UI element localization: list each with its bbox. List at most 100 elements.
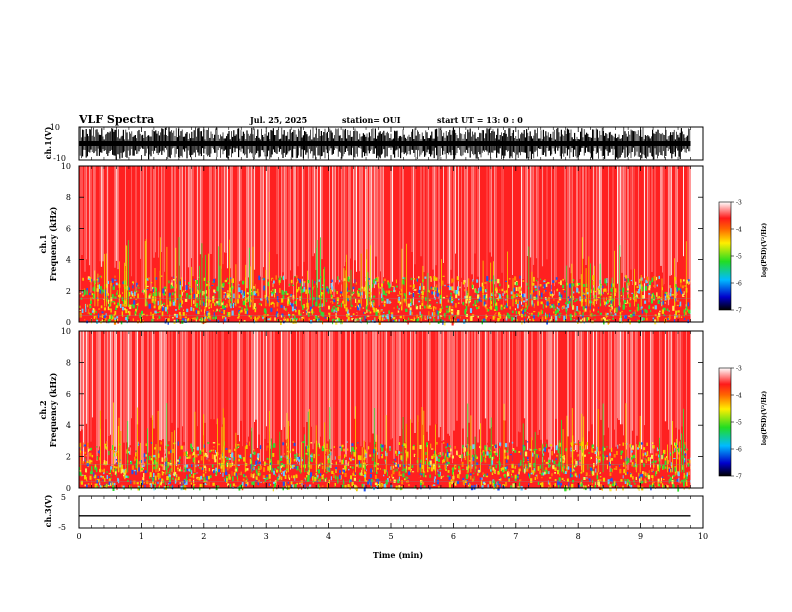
spectrogram-cell [505,315,508,319]
spectrogram-cell [299,469,301,472]
spectrogram-cell [580,319,583,324]
spectrogram-cell [593,308,595,312]
spectrogram-cell [133,300,136,305]
spectrogram-cell [431,286,433,289]
spectrogram-cell [85,303,87,309]
spectrogram-cell [169,295,171,298]
spectrogram-cell [369,311,372,314]
spectrogram-cell [288,314,290,316]
spectrogram-cell [684,318,686,320]
spectrogram-cell [305,480,307,483]
spectrogram-cell [633,311,635,316]
spectrogram-cell [535,448,538,451]
spectrogram-cell [110,301,113,303]
spectrogram-cell [153,459,156,465]
spectrogram-cell [610,280,612,283]
spectrogram-cell [518,286,520,292]
spectrogram-cell [161,464,164,467]
spectrogram-cell [575,313,577,316]
spectrogram-cell [79,446,82,449]
spectrogram-cell [585,305,588,310]
spectrogram-cell [535,288,538,291]
spectrogram-cell [398,307,400,310]
spectrogram-cell [677,299,679,302]
spectrogram-cell [98,308,101,310]
spectrogram-cell [619,318,621,322]
spectrogram-cell [425,317,428,319]
spectrogram-cell [120,303,122,308]
spectrogram-cell [177,476,180,481]
spectrogram-cell [170,284,172,290]
spectrogram-cell [282,442,285,446]
spectrogram-cell [318,303,321,307]
spectrogram-cell [364,290,366,295]
spectrogram-cell [320,276,322,278]
spectrogram-cell [487,463,490,465]
spectrogram-cell [365,305,368,310]
spectrogram-cell [410,293,412,295]
spectrogram-cell [350,475,352,481]
spectrogram-cell [471,281,473,285]
spectrogram-cell [277,460,280,465]
spectrogram-cell [377,276,379,282]
spectrogram-cell [561,466,564,471]
spectrogram-cell [518,308,521,313]
spectrogram-cell [301,289,304,293]
spectrogram-cell [263,308,267,313]
spectrogram-cell [637,303,639,307]
spectrogram-cell [489,455,492,459]
spectrogram-cell [652,482,654,487]
spectrogram-cell [465,474,468,479]
spectrogram-cell [521,298,524,302]
spectrogram-cell [533,311,536,313]
spectrogram-cell [548,299,550,303]
spectrogram-cell [374,317,376,321]
spectrogram-cell [416,319,418,322]
spectrogram-cell [199,289,201,293]
spectrogram-cell [219,462,221,466]
spectrogram-cell [639,278,641,284]
spectrogram-cell [83,288,85,290]
spectrogram-cell [284,481,286,484]
spectrogram-cell [80,480,83,485]
spectrogram-cell [102,476,104,479]
spectrogram-cell [573,291,575,294]
spectrogram-cell [294,301,297,305]
spectrogram-cell [642,453,644,457]
spectrogram-cell [198,476,201,481]
spectrogram-cell [344,304,346,309]
spectrogram-cell [383,483,387,488]
spectrogram-cell [252,305,254,310]
spectrogram-cell [248,315,251,318]
spectrogram-cell [95,311,97,313]
spectrogram-cell [529,313,531,315]
spectrogram-cell [592,471,595,476]
spectrogram-cell [385,485,387,489]
spectrogram-cell [465,313,468,317]
spectrogram-cell [475,294,477,297]
spectrogram-cell [421,296,424,300]
spectrogram-cell [351,318,354,321]
spectrogram-cell [479,313,482,316]
spectrogram-cell [457,302,460,304]
spectrogram-cell [322,284,324,286]
spectrogram-cell [276,292,278,296]
spectrogram-cell [644,308,646,312]
spectrogram-cell [625,461,628,465]
spectrogram-cell [383,318,386,320]
spectrogram-cell [683,291,685,295]
spectrogram-cell [583,293,586,295]
spectrogram-cell [115,447,117,453]
spectrogram-cell [288,299,291,305]
spectrogram-cell [317,480,320,482]
spectrogram-cell [421,308,423,310]
spectrogram-cell [270,302,272,305]
spectrogram-cell [388,476,390,478]
spectrogram-cell [86,476,87,481]
spectrogram-cell [435,306,437,310]
spectrogram-cell [560,312,562,314]
spectrogram-cell [540,292,543,297]
spectrogram-cell [390,312,394,314]
spectrogram-cell [185,313,187,316]
spectrogram-cell [181,300,183,305]
